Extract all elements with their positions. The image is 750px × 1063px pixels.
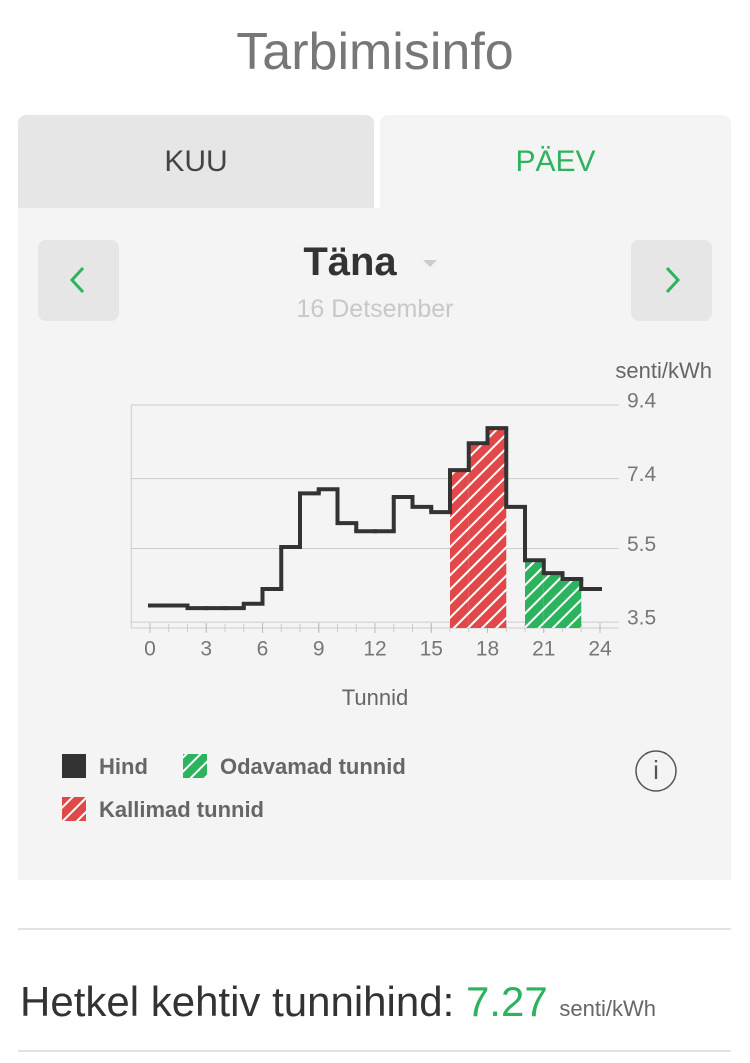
legend-label: Kallimad tunnid: [99, 797, 264, 822]
x-tick-label: 9: [313, 638, 325, 661]
hatched-bar: [468, 443, 488, 628]
prev-button[interactable]: [38, 240, 119, 321]
page-title: Tarbimisinfo: [236, 23, 514, 81]
next-button[interactable]: [631, 240, 712, 321]
tab[interactable]: PÄEV: [380, 115, 731, 209]
y-tick-label: 7.4: [627, 463, 657, 486]
x-axis-title: Tunnid: [342, 685, 408, 710]
x-tick-label: 12: [363, 638, 386, 661]
y-tick-label: 5.5: [627, 533, 656, 556]
x-tick-label: 6: [257, 638, 269, 661]
hatched-bar: [543, 573, 563, 628]
current-price: Hetkel kehtiv tunnihind: 7.27 senti/kWh: [20, 978, 656, 1026]
hatched-bar: [450, 470, 469, 628]
hatched-bar: [562, 579, 582, 628]
x-tick-label: 0: [144, 638, 156, 661]
current-value: 7.27: [465, 978, 548, 1025]
svg-text:i: i: [653, 755, 659, 785]
info-icon[interactable]: [635, 750, 677, 792]
tab[interactable]: KUU: [18, 115, 374, 209]
panel: [18, 208, 731, 880]
x-tick-label: 3: [200, 638, 212, 661]
divider: [18, 928, 731, 930]
hatched-bar: [525, 560, 544, 628]
x-tick-label: 18: [476, 638, 499, 661]
x-tick-label: 24: [588, 638, 612, 661]
legend-label: Odavamad tunnid: [220, 754, 406, 779]
y-axis-title: senti/kWh: [615, 358, 712, 383]
legend-label: Hind: [99, 754, 148, 779]
date: 16 Detsember: [296, 295, 454, 323]
current-label: Hetkel kehtiv tunnihind:: [20, 978, 455, 1025]
x-tick-label: 15: [420, 638, 443, 661]
price-line: [148, 426, 602, 611]
legend-swatch: [62, 797, 86, 821]
current-unit: senti/kWh: [559, 996, 656, 1021]
y-tick-label: 3.5: [627, 607, 656, 630]
hatched-bar: [487, 428, 507, 628]
y-tick-label: 9.4: [627, 390, 657, 413]
divider: [18, 1050, 731, 1052]
day-label: Täna: [303, 240, 397, 284]
x-tick-label: 21: [532, 638, 555, 661]
legend-swatch: [183, 754, 207, 778]
legend-swatch: [62, 754, 86, 778]
day-selector[interactable]: Täna: [0, 240, 750, 285]
